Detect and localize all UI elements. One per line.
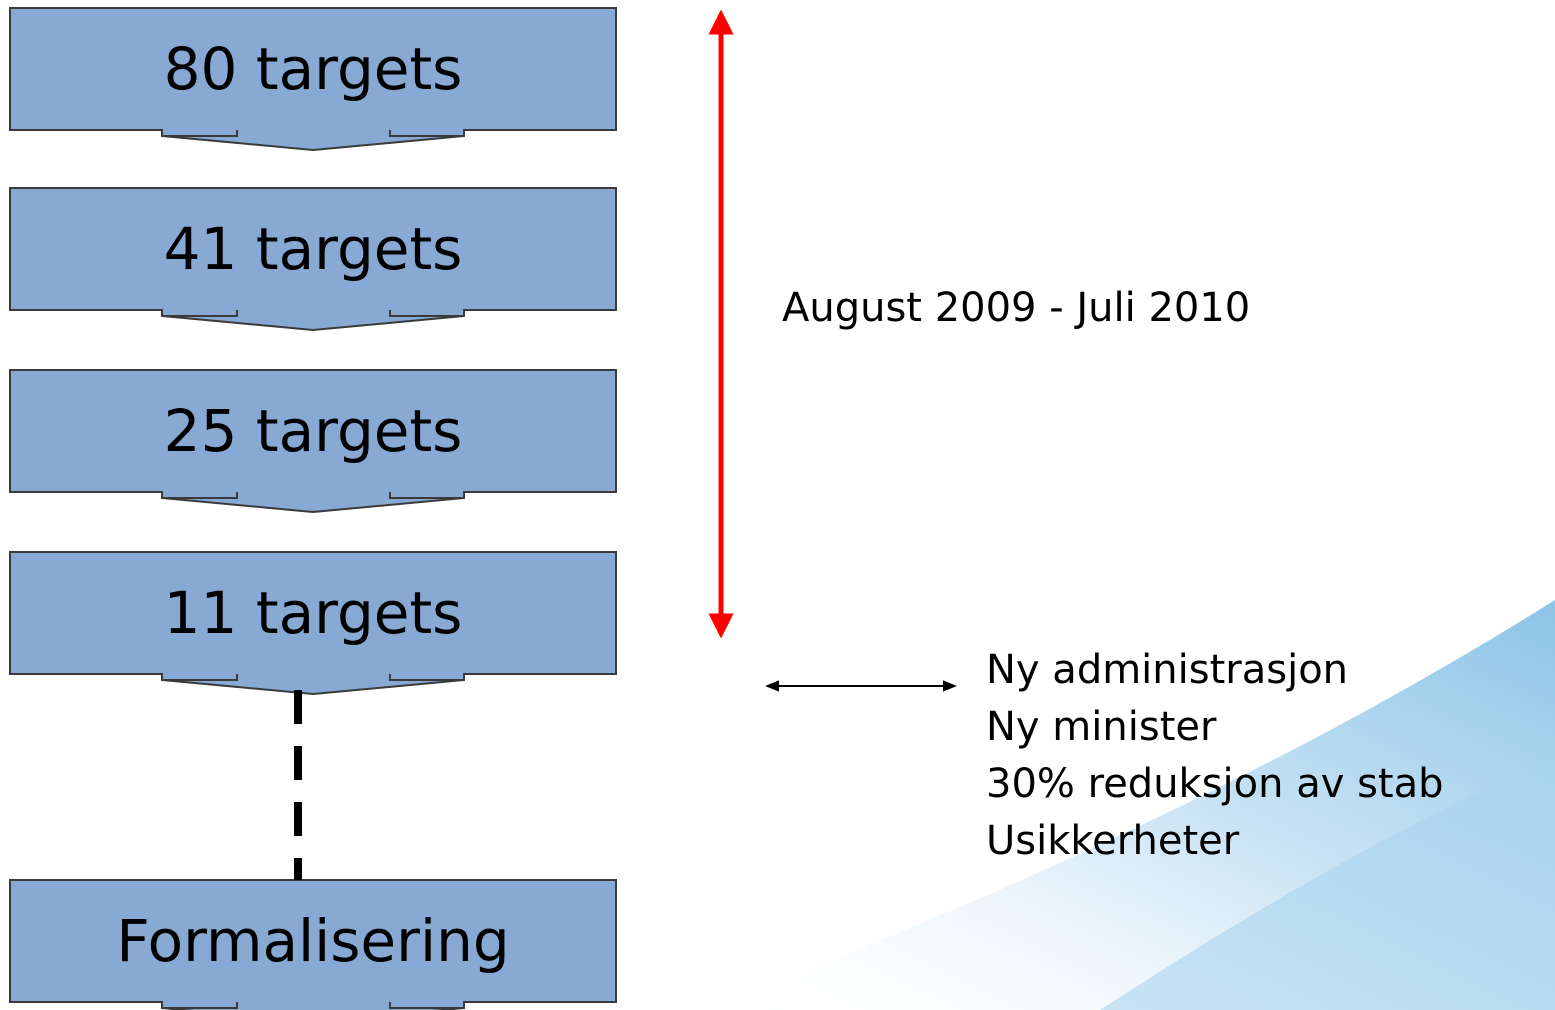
note: Ny administrasjon xyxy=(986,647,1348,693)
box-edge xyxy=(389,674,464,681)
box-edge xyxy=(162,1002,238,1009)
step-box xyxy=(9,187,617,332)
box-edge xyxy=(389,130,464,137)
background-swoosh xyxy=(1100,760,1555,1010)
box-edge xyxy=(389,492,464,499)
step-label: 25 targets xyxy=(164,397,463,465)
step-box xyxy=(9,7,617,152)
step-box xyxy=(9,551,617,696)
box-edge xyxy=(162,130,238,137)
box-edge xyxy=(389,310,464,317)
step-label: 11 targets xyxy=(164,579,463,647)
step-label: 80 targets xyxy=(164,35,463,103)
box-edge xyxy=(389,1002,464,1009)
notes: Ny administrasjon Ny minister 30% reduksjo… xyxy=(986,647,1444,864)
period-label: August 2009 - Juli 2010 xyxy=(782,285,1250,331)
flow: 80 targets 41 targets 25 targets 11 targets… xyxy=(9,7,617,1010)
note: 30% reduksjon av stab xyxy=(986,761,1444,807)
note: Usikkerheter xyxy=(986,818,1240,864)
box-edge xyxy=(162,674,238,681)
note: Ny minister xyxy=(986,704,1217,750)
step-label: 41 targets xyxy=(164,215,463,283)
box-edge xyxy=(162,310,238,317)
box-edge xyxy=(162,492,238,499)
step-label: Formalisering xyxy=(116,907,509,975)
step-box xyxy=(9,369,617,514)
step-box xyxy=(9,879,617,1010)
